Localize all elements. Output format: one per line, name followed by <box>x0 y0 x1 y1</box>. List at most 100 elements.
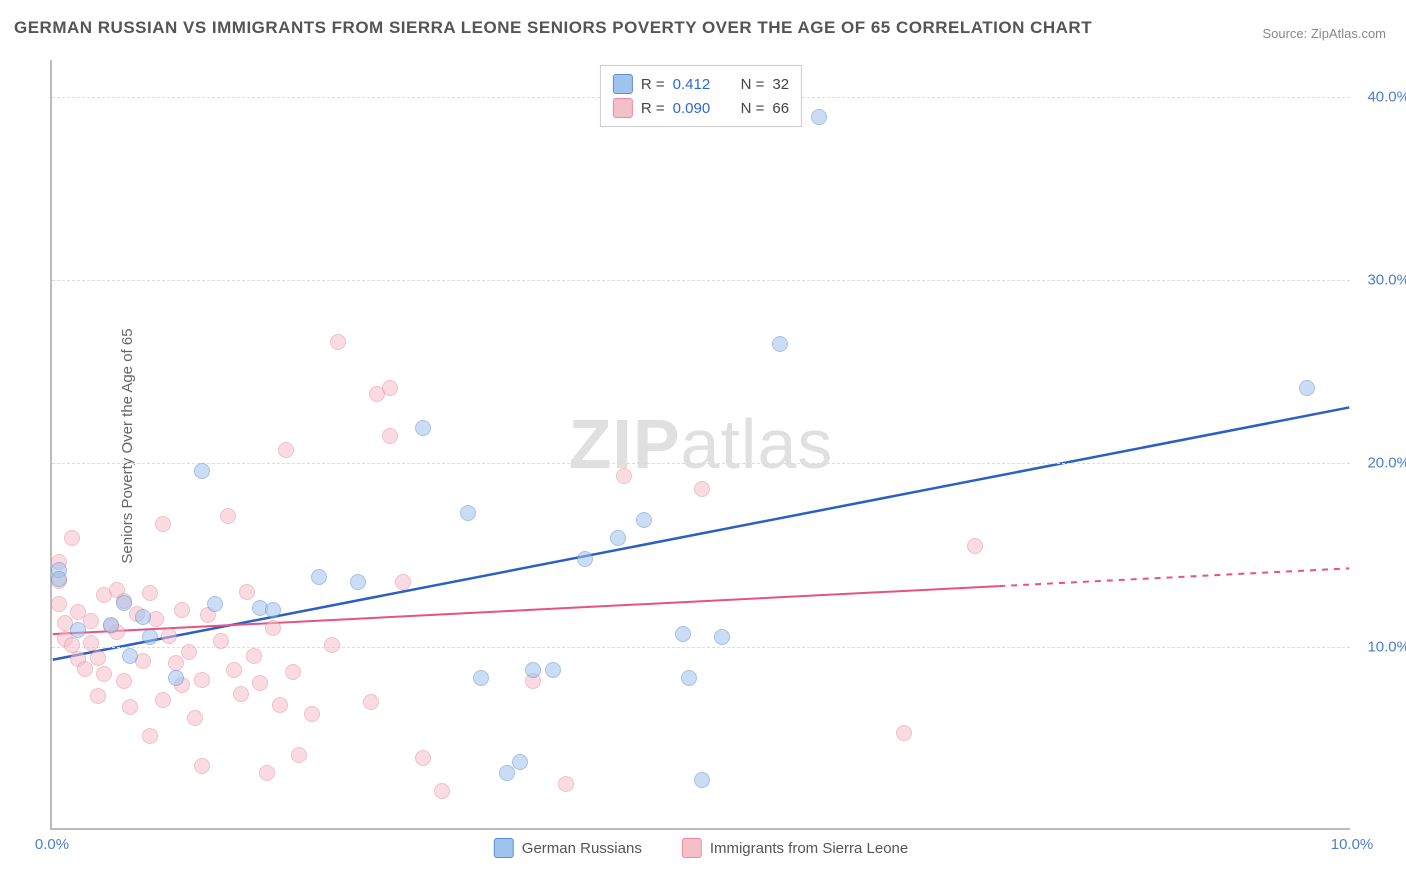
gridline <box>52 647 1350 648</box>
legend-row: R = 0.412 N = 32 <box>613 72 789 96</box>
data-point <box>415 420 431 436</box>
data-point <box>233 686 249 702</box>
data-point <box>473 670 489 686</box>
data-point <box>194 672 210 688</box>
data-point <box>967 538 983 554</box>
scatter-plot-area: ZIPatlas 10.0%20.0%30.0%40.0%0.0%10.0%R … <box>50 60 1350 830</box>
chart-title: GERMAN RUSSIAN VS IMMIGRANTS FROM SIERRA… <box>14 18 1092 38</box>
data-point <box>51 571 67 587</box>
data-point <box>434 783 450 799</box>
data-point <box>90 650 106 666</box>
data-point <box>330 334 346 350</box>
data-point <box>239 584 255 600</box>
data-point <box>122 699 138 715</box>
legend-r-label: R = <box>641 76 665 93</box>
data-point <box>395 574 411 590</box>
data-point <box>116 673 132 689</box>
data-point <box>558 776 574 792</box>
data-point <box>142 629 158 645</box>
data-point <box>291 747 307 763</box>
trendlines-layer <box>52 60 1350 828</box>
data-point <box>616 468 632 484</box>
data-point <box>142 728 158 744</box>
data-point <box>811 109 827 125</box>
data-point <box>64 637 80 653</box>
data-point <box>90 688 106 704</box>
legend-r-label: R = <box>641 100 665 117</box>
legend-swatch <box>613 74 633 94</box>
data-point <box>103 617 119 633</box>
data-point <box>772 336 788 352</box>
data-point <box>324 637 340 653</box>
legend-item: German Russians <box>494 838 642 858</box>
data-point <box>1299 380 1315 396</box>
data-point <box>161 628 177 644</box>
data-point <box>77 661 93 677</box>
data-point <box>168 655 184 671</box>
data-point <box>681 670 697 686</box>
data-point <box>265 620 281 636</box>
data-point <box>545 662 561 678</box>
data-point <box>213 633 229 649</box>
data-point <box>122 648 138 664</box>
data-point <box>272 697 288 713</box>
data-point <box>350 574 366 590</box>
data-point <box>174 602 190 618</box>
data-point <box>64 530 80 546</box>
legend-n-label: N = <box>741 100 765 117</box>
legend-n-value: 32 <box>772 76 789 93</box>
legend-item-label: Immigrants from Sierra Leone <box>710 840 908 857</box>
data-point <box>259 765 275 781</box>
data-point <box>525 662 541 678</box>
legend-n-value: 66 <box>772 100 789 117</box>
legend-series: German Russians Immigrants from Sierra Le… <box>494 838 908 858</box>
data-point <box>246 648 262 664</box>
legend-r-value: 0.412 <box>673 76 733 93</box>
data-point <box>83 635 99 651</box>
data-point <box>694 481 710 497</box>
data-point <box>207 596 223 612</box>
data-point <box>304 706 320 722</box>
data-point <box>675 626 691 642</box>
data-point <box>694 772 710 788</box>
data-point <box>142 585 158 601</box>
data-point <box>187 710 203 726</box>
data-point <box>135 609 151 625</box>
data-point <box>116 595 132 611</box>
gridline <box>52 463 1350 464</box>
gridline <box>52 280 1350 281</box>
data-point <box>220 508 236 524</box>
data-point <box>512 754 528 770</box>
data-point <box>194 463 210 479</box>
y-tick-label: 40.0% <box>1367 88 1406 105</box>
legend-item-label: German Russians <box>522 840 642 857</box>
data-point <box>460 505 476 521</box>
data-point <box>194 758 210 774</box>
y-tick-label: 30.0% <box>1367 272 1406 289</box>
data-point <box>382 380 398 396</box>
legend-item: Immigrants from Sierra Leone <box>682 838 908 858</box>
source-attribution: Source: ZipAtlas.com <box>1262 26 1386 41</box>
legend-swatch <box>613 98 633 118</box>
data-point <box>70 622 86 638</box>
data-point <box>382 428 398 444</box>
data-point <box>311 569 327 585</box>
data-point <box>96 666 112 682</box>
legend-correlation-box: R = 0.412 N = 32 R = 0.090 N = 66 <box>600 65 802 127</box>
data-point <box>610 530 626 546</box>
legend-r-value: 0.090 <box>673 100 733 117</box>
data-point <box>252 675 268 691</box>
data-point <box>168 670 184 686</box>
data-point <box>285 664 301 680</box>
data-point <box>363 694 379 710</box>
legend-swatch <box>494 838 514 858</box>
data-point <box>714 629 730 645</box>
data-point <box>896 725 912 741</box>
data-point <box>155 692 171 708</box>
data-point <box>181 644 197 660</box>
data-point <box>499 765 515 781</box>
data-point <box>51 596 67 612</box>
legend-n-label: N = <box>741 76 765 93</box>
data-point <box>155 516 171 532</box>
y-tick-label: 20.0% <box>1367 455 1406 472</box>
